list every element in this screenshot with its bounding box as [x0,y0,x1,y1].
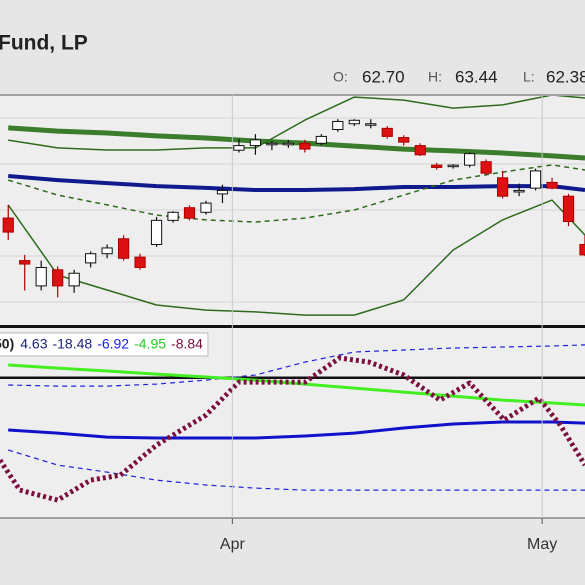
candle-body [579,244,585,256]
candle-body [381,127,393,137]
candle-body [496,177,509,197]
candle-body [85,253,97,264]
candle-body [562,195,575,222]
candle-body [299,142,311,150]
ohlc-label: H: [428,69,442,85]
line-series [8,96,585,151]
chart-title: Fund, LP [0,32,88,55]
candle-body [365,123,377,126]
candle-body [513,189,525,193]
candle-body [546,181,558,189]
line-series [8,344,585,387]
legend-value: -8.84 [171,336,203,352]
candle-body [216,189,229,195]
ohlc-readout: O: 62.70 H: 63.44 L: 62.38 [333,67,585,86]
legend-value: 4.63 [20,336,47,352]
plot-background [0,95,585,518]
indicator-panel [0,344,585,503]
candle-body [35,267,47,287]
legend-value: -4.95 [134,336,166,352]
legend-prefix: 50) [0,336,14,352]
candle-body [315,135,327,144]
candle-body [447,164,459,168]
line-series [0,355,585,503]
frame [0,94,585,519]
candle-body [249,139,262,147]
ohlc-value: 63.44 [455,67,498,86]
candle-body [2,217,14,233]
indicator-legend: 50) 4.63 -18.48 -6.92 -4.95 -8.84 [0,332,209,357]
candle-body [480,161,492,174]
candle-body [167,211,179,221]
candle-body [233,145,245,151]
candle-body [183,207,196,219]
candle-body [117,238,130,259]
ohlc-label: L: [523,69,535,85]
x-axis: Apr May [220,95,557,553]
candle-body [200,202,212,213]
candle-body [332,120,344,130]
ohlc-value: 62.70 [362,67,405,86]
line-series [7,199,585,316]
price-panel [0,96,585,316]
candle-body [266,142,278,146]
candle-body [19,260,31,265]
ohlc-value: 62.38 [546,67,585,86]
candle-body [52,269,64,287]
candle-body [282,142,294,146]
candle-body [414,145,426,156]
candle-body [134,256,146,268]
candle-body [529,170,542,189]
x-tick-label: Apr [220,536,246,553]
ohlc-label: O: [333,69,348,85]
legend-box [0,332,209,357]
candle-body [68,272,80,287]
candle-body [398,137,410,143]
line-series [8,420,585,440]
x-tick-label: May [527,536,557,553]
candle-body [464,153,476,166]
candle-body [150,219,163,246]
legend-value: -6.92 [97,336,129,352]
line-series [8,449,585,491]
candle-body [101,247,113,255]
candle-body [431,164,443,168]
legend-value: -18.48 [52,336,92,352]
candle-body [348,119,360,125]
